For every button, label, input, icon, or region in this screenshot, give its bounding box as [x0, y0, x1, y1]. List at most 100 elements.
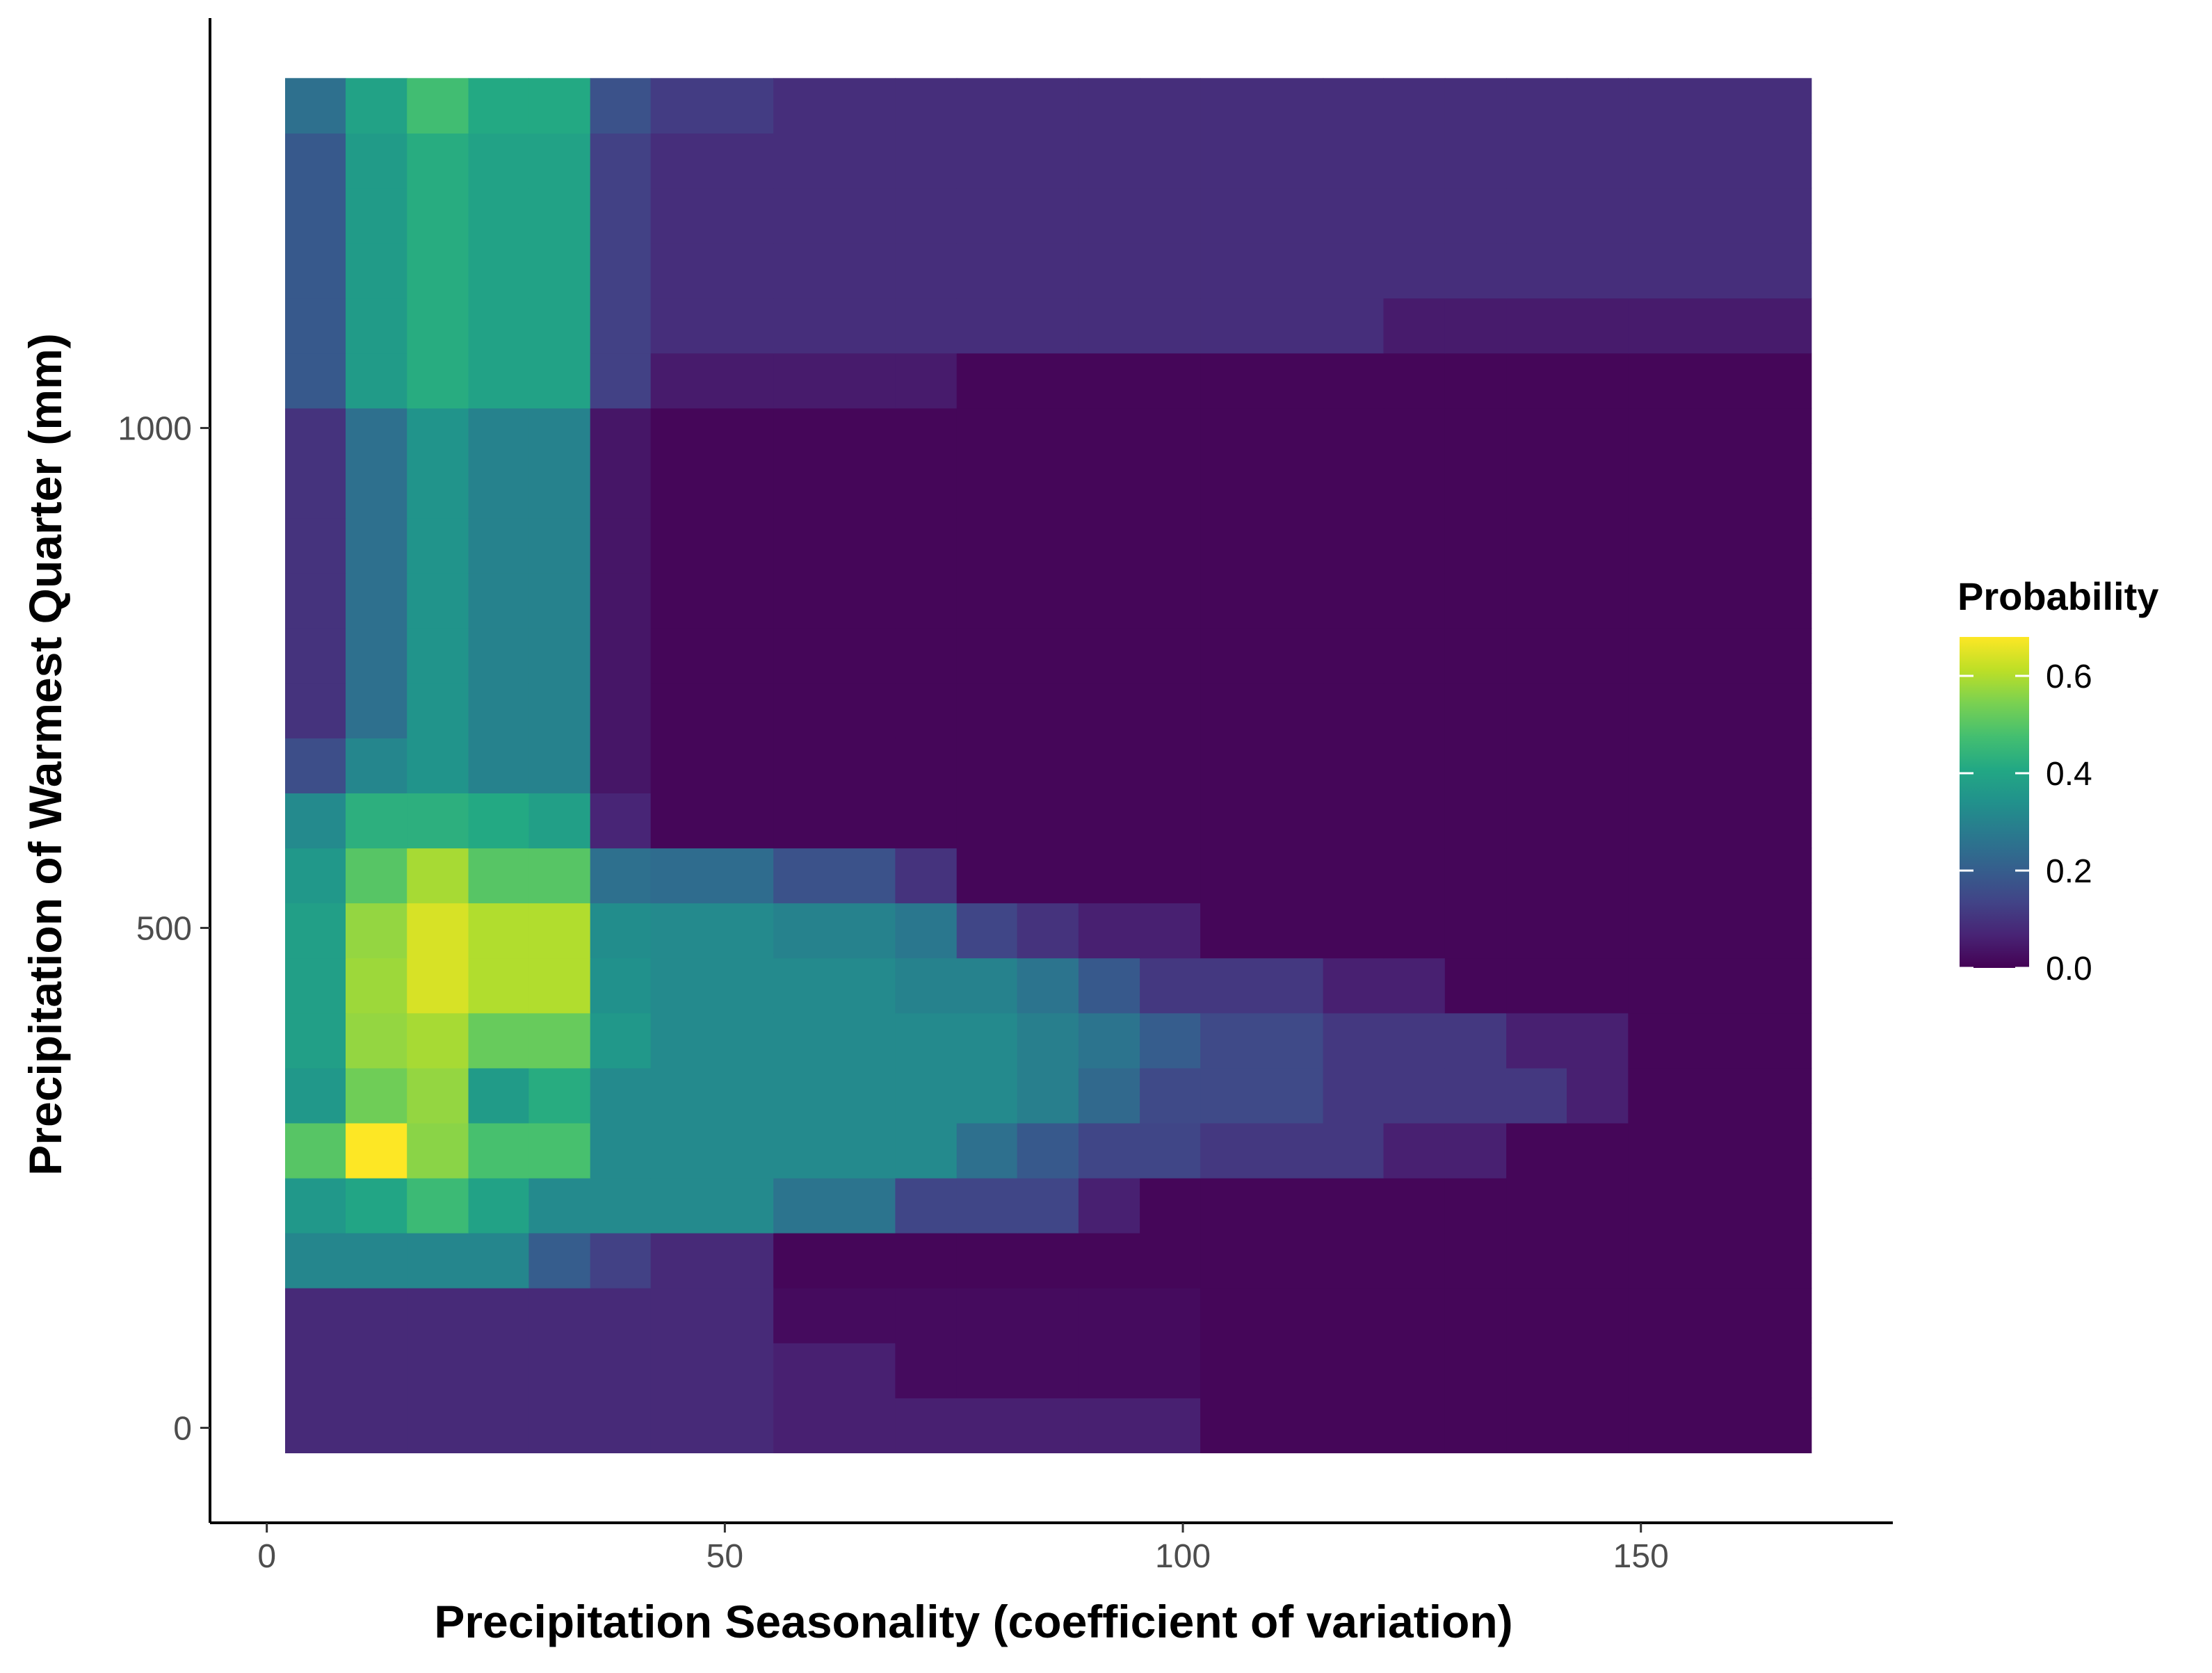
heatmap-cell: [1017, 462, 1079, 519]
heatmap-cell: [956, 628, 1018, 684]
heatmap-cell: [895, 683, 958, 738]
heatmap-cell: [1628, 243, 1812, 299]
heatmap-cell: [773, 1398, 896, 1453]
x-tick-label: 150: [1613, 1538, 1669, 1575]
heatmap-cell: [895, 462, 958, 519]
heatmap-cell: [1628, 1288, 1812, 1343]
heatmap-cell: [285, 517, 346, 574]
heatmap-cell: [895, 1233, 958, 1288]
heatmap-cell: [528, 517, 591, 574]
heatmap-cell: [1444, 628, 1507, 684]
heatmap-cell: [407, 1122, 469, 1179]
heatmap-cell: [1078, 683, 1140, 738]
heatmap-cell: [1444, 517, 1507, 574]
heatmap-cell: [1078, 1067, 1140, 1124]
heatmap-cell: [1628, 738, 1812, 793]
heatmap-cell: [1444, 407, 1507, 464]
heatmap-cell: [773, 1343, 896, 1398]
heatmap-cell: [528, 1012, 591, 1069]
heatmap-cell: [1567, 462, 1629, 519]
heatmap-cell: [1200, 1233, 1324, 1288]
heatmap-cell: [895, 1012, 958, 1069]
heatmap-cell: [407, 407, 469, 464]
heatmap-cell: [956, 243, 1018, 299]
heatmap-cell: [1628, 1233, 1812, 1288]
heatmap-cell: [1078, 133, 1140, 189]
heatmap-cell: [590, 1398, 652, 1453]
heatmap-cell: [1140, 1233, 1201, 1288]
heatmap-cell: [1383, 243, 1446, 299]
legend-tick-label: 0.4: [2046, 756, 2092, 793]
heatmap-cell: [956, 903, 1018, 959]
heatmap-cell: [590, 1177, 652, 1234]
heatmap-cell: [1017, 1398, 1079, 1453]
heatmap-cell: [650, 462, 774, 519]
heatmap-cell: [895, 1122, 958, 1179]
heatmap-cell: [650, 1233, 774, 1288]
heatmap-cell: [1444, 793, 1507, 849]
heatmap-cell: [1140, 903, 1201, 959]
heatmap-cell: [1567, 793, 1629, 849]
heatmap-cell: [1628, 628, 1812, 684]
heatmap-cell: [1017, 78, 1079, 134]
heatmap-cell: [285, 78, 346, 134]
heatmap-cell: [285, 628, 346, 684]
heatmap-cell: [346, 1233, 407, 1288]
heatmap-cell: [895, 903, 958, 959]
heatmap-cell: [285, 1012, 346, 1069]
heatmap-cell: [590, 683, 652, 738]
heatmap-cell: [895, 1177, 958, 1234]
heatmap-cell: [1628, 1067, 1812, 1124]
heatmap-cell: [285, 738, 346, 793]
heatmap-cell: [407, 903, 469, 959]
heatmap-cell: [528, 407, 591, 464]
heatmap-cell: [1140, 133, 1201, 189]
heatmap-cell: [528, 133, 591, 189]
heatmap-cell: [1200, 1067, 1324, 1124]
heatmap-cell: [773, 1288, 896, 1343]
heatmap-cell: [285, 1122, 346, 1179]
heatmap-cell: [1323, 1233, 1384, 1288]
heatmap-cell: [590, 133, 652, 189]
heatmap-cell: [1567, 738, 1629, 793]
heatmap-cell: [1628, 903, 1812, 959]
heatmap-cell: [1017, 957, 1079, 1014]
heatmap-cell: [956, 573, 1018, 629]
heatmap-cell: [773, 407, 896, 464]
heatmap-cell: [407, 573, 469, 629]
heatmap-cell: [1383, 1233, 1446, 1288]
heatmap-cell: [895, 517, 958, 574]
heatmap-cell: [1200, 1012, 1324, 1069]
heatmap-cell: [1078, 407, 1140, 464]
heatmap-cell: [1444, 133, 1507, 189]
heatmap-cell: [285, 462, 346, 519]
heatmap-cell: [1078, 1288, 1140, 1343]
heatmap-cell: [346, 1398, 407, 1453]
heatmap-cell: [1017, 188, 1079, 244]
heatmap-cell: [1444, 188, 1507, 244]
heatmap-cell: [650, 848, 774, 904]
heatmap-cell: [1200, 243, 1324, 299]
heatmap-cell: [285, 1398, 346, 1453]
heatmap-cell: [650, 517, 774, 574]
heatmap-cell: [956, 1012, 1018, 1069]
heatmap-cell: [1383, 683, 1446, 738]
heatmap-cell: [1383, 957, 1446, 1014]
heatmap-cell: [528, 1233, 591, 1288]
heatmap-cell: [407, 738, 469, 793]
heatmap-cell: [956, 683, 1018, 738]
heatmap-cell: [1444, 1177, 1507, 1234]
heatmap-cell: [1506, 1398, 1567, 1453]
heatmap-cell: [1078, 628, 1140, 684]
heatmap-cell: [1017, 628, 1079, 684]
heatmap-cell: [1444, 298, 1507, 354]
heatmap-cell: [1628, 407, 1812, 464]
heatmap-cell: [956, 1398, 1018, 1453]
heatmap-cell: [468, 462, 529, 519]
heatmap-cell: [1567, 1122, 1629, 1179]
heatmap-cell: [1323, 78, 1384, 134]
heatmap-cell: [407, 78, 469, 134]
heatmap-cell: [1078, 1177, 1140, 1234]
heatmap-cell: [773, 1067, 896, 1124]
heatmap-cell: [650, 1343, 774, 1398]
